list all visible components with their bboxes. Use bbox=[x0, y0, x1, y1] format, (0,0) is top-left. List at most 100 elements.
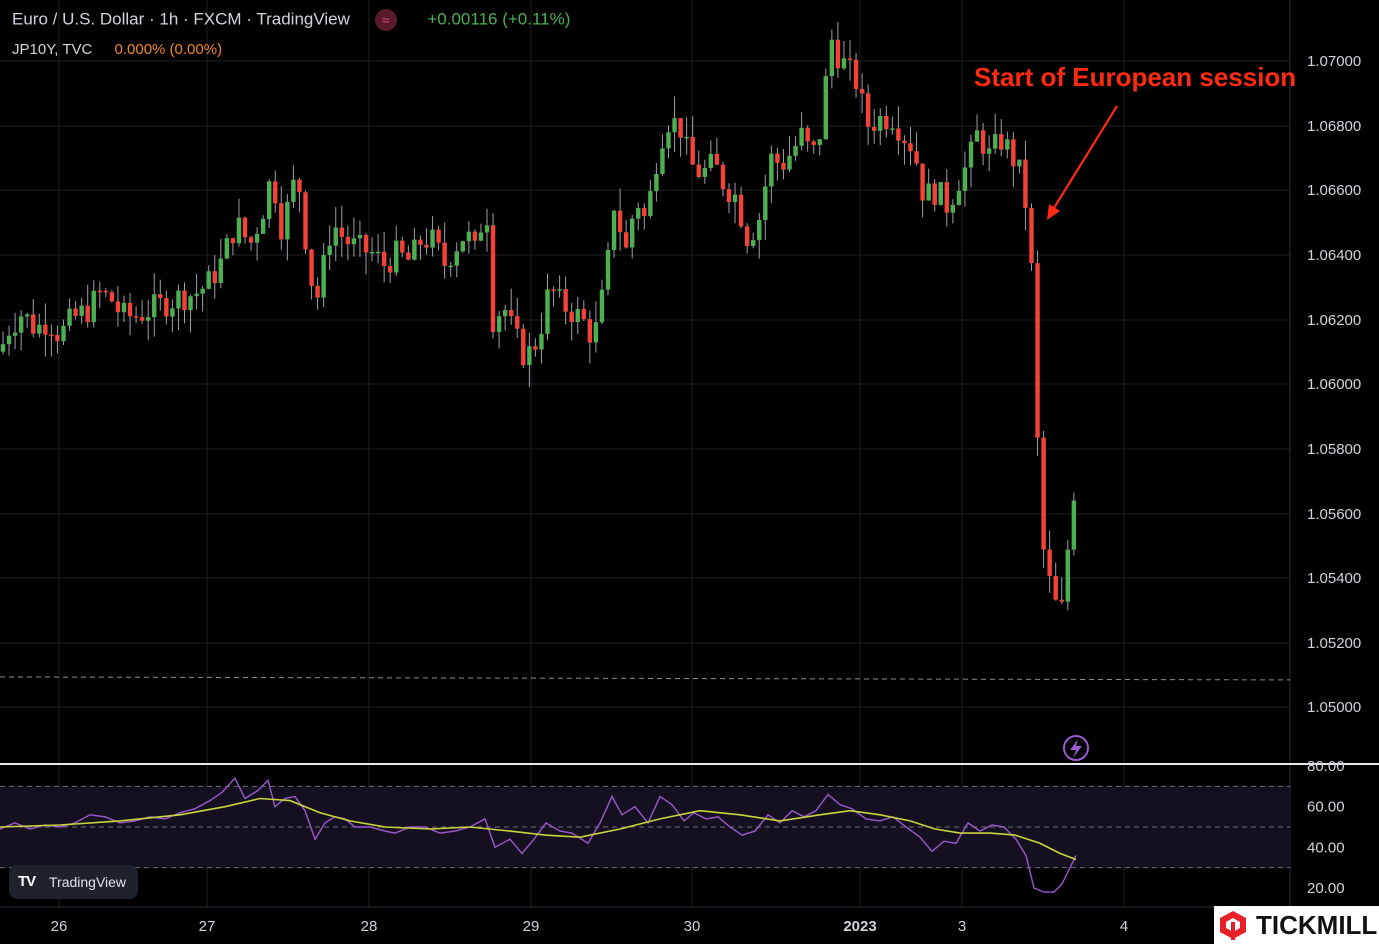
candle-body bbox=[267, 181, 272, 219]
candle bbox=[381, 231, 387, 283]
candle-body bbox=[932, 183, 937, 205]
candles bbox=[0, 21, 1077, 611]
candle-body bbox=[908, 143, 913, 152]
candle bbox=[581, 300, 586, 322]
candle bbox=[878, 108, 883, 146]
candle-body bbox=[0, 344, 6, 352]
candle-body bbox=[726, 189, 732, 203]
candle-body bbox=[1071, 500, 1077, 550]
candle bbox=[654, 162, 659, 202]
candle bbox=[218, 238, 223, 289]
candle-body bbox=[678, 118, 683, 138]
candle bbox=[684, 117, 689, 155]
candle-body bbox=[454, 251, 459, 266]
candle-body bbox=[212, 271, 217, 284]
candle bbox=[841, 40, 847, 71]
candle bbox=[158, 279, 163, 311]
candle bbox=[799, 112, 804, 151]
candle bbox=[285, 194, 290, 261]
candle-body bbox=[744, 226, 750, 247]
candle-body bbox=[1041, 437, 1046, 550]
candle bbox=[339, 205, 344, 257]
candle bbox=[738, 186, 744, 229]
candle-body bbox=[950, 204, 956, 213]
candle bbox=[515, 298, 520, 339]
candle bbox=[896, 106, 901, 155]
candle-body bbox=[980, 130, 986, 154]
candle-body bbox=[853, 59, 859, 89]
candle-body bbox=[684, 136, 689, 139]
candle bbox=[611, 209, 617, 258]
time-tick-label: 2023 bbox=[843, 918, 876, 935]
secondary-change: 0.000% (0.00%) bbox=[114, 41, 223, 58]
candle bbox=[835, 21, 841, 79]
candle bbox=[297, 177, 302, 213]
candle bbox=[224, 234, 230, 260]
candle bbox=[817, 139, 822, 156]
candle bbox=[315, 277, 320, 310]
candle-body bbox=[79, 305, 84, 316]
candle bbox=[914, 132, 919, 166]
candle bbox=[502, 304, 508, 331]
candle-body bbox=[121, 302, 127, 313]
candle-body bbox=[938, 182, 943, 205]
candle bbox=[176, 284, 181, 330]
candle-body bbox=[67, 308, 72, 326]
candle-body bbox=[690, 136, 695, 165]
candle bbox=[569, 302, 574, 341]
candle bbox=[563, 276, 568, 325]
candle-body bbox=[31, 314, 36, 334]
price-tick-label: 1.05000 bbox=[1307, 699, 1361, 716]
candle bbox=[103, 287, 109, 298]
candle bbox=[490, 213, 496, 339]
candle-body bbox=[1035, 263, 1040, 438]
candle bbox=[593, 301, 599, 353]
candle bbox=[575, 296, 580, 334]
candle-body bbox=[920, 163, 925, 201]
candle bbox=[1017, 159, 1022, 174]
candle bbox=[999, 118, 1004, 157]
candle bbox=[557, 275, 562, 298]
chart-header: Euro / U.S. Dollar · 1h · FXCM · Trading… bbox=[12, 9, 570, 31]
candle bbox=[466, 221, 472, 254]
candle-body bbox=[720, 164, 726, 190]
candle bbox=[902, 135, 907, 165]
candle-body bbox=[188, 296, 193, 311]
candle bbox=[533, 338, 538, 357]
candle-body bbox=[1053, 575, 1058, 600]
candle-body bbox=[424, 244, 429, 248]
wave-icon[interactable]: ≈ bbox=[374, 9, 397, 31]
candle-body bbox=[611, 210, 617, 250]
time-tick-label: 30 bbox=[684, 918, 701, 935]
candle bbox=[351, 217, 357, 257]
candle bbox=[484, 208, 490, 252]
candle bbox=[865, 84, 871, 145]
candle bbox=[309, 248, 314, 300]
candle bbox=[551, 286, 556, 307]
candle-body bbox=[139, 317, 145, 321]
candle-body bbox=[926, 183, 931, 201]
candle bbox=[146, 299, 151, 341]
candle-body bbox=[648, 191, 653, 217]
candle-body bbox=[484, 225, 490, 233]
candle bbox=[37, 313, 42, 338]
candle bbox=[436, 225, 441, 251]
candle bbox=[908, 126, 913, 166]
candle-body bbox=[1005, 139, 1010, 150]
candle-body bbox=[623, 232, 629, 248]
candle-body bbox=[757, 219, 762, 241]
candle-body bbox=[460, 241, 465, 252]
candle-body bbox=[327, 245, 332, 256]
candle-body bbox=[811, 141, 816, 145]
candle-body bbox=[993, 134, 998, 149]
candle-body bbox=[176, 290, 181, 309]
candle-body bbox=[660, 148, 665, 174]
tradingview-badge[interactable]: TV TradingView bbox=[9, 865, 138, 899]
candle bbox=[781, 148, 786, 180]
candle bbox=[85, 284, 90, 328]
time-tick-label: 29 bbox=[523, 918, 540, 935]
candle bbox=[273, 170, 278, 213]
candle-body bbox=[430, 229, 435, 248]
candle-body bbox=[805, 127, 810, 142]
